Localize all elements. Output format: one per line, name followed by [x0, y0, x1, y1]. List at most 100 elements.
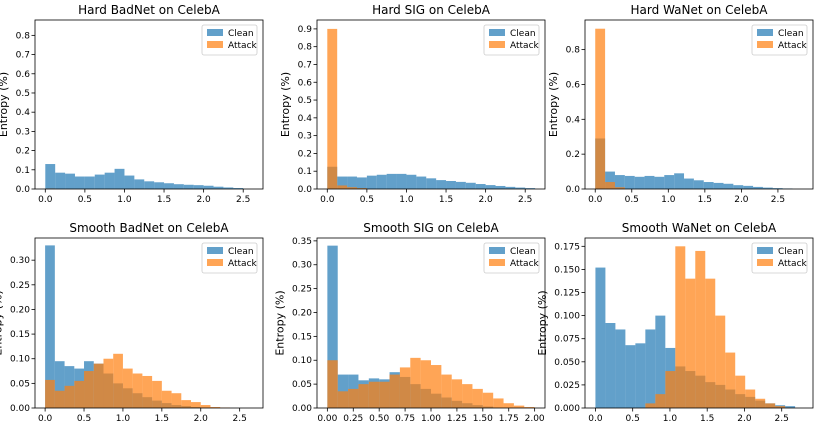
attack-bar: [715, 315, 726, 408]
clean-bar: [347, 176, 357, 189]
y-tick-label: 0.8: [298, 43, 313, 53]
y-tick-label: 0.3: [298, 132, 312, 142]
attack-bar: [493, 398, 504, 408]
attack-bar: [103, 358, 114, 408]
attack-bar: [161, 390, 172, 408]
clean-bar: [213, 186, 224, 189]
y-tick-label: 0.3: [16, 127, 30, 137]
clean-bar: [223, 187, 234, 189]
attack-bar: [74, 380, 85, 408]
y-tick-label: 0.2: [16, 147, 30, 157]
y-tick-label: 0.150: [554, 265, 580, 275]
clean-bar: [614, 175, 625, 189]
clean-bar: [183, 184, 194, 189]
attack-bar: [327, 28, 338, 189]
clean-bar: [366, 175, 377, 189]
legend-swatch-attack: [489, 259, 505, 266]
legend-swatch-attack: [757, 41, 773, 48]
attack-series: [645, 246, 786, 408]
clean-bar: [173, 184, 184, 189]
attack-bar: [132, 373, 143, 408]
clean-bar: [644, 175, 655, 189]
legend-swatch-attack: [757, 259, 773, 266]
clean-bar: [114, 168, 125, 189]
attack-series: [595, 28, 625, 190]
clean-bar: [94, 174, 105, 189]
attack-series: [45, 353, 230, 408]
attack-bar: [389, 374, 400, 408]
x-tick-label: 2.5: [232, 414, 246, 424]
x-tick-label: 0.0: [588, 414, 603, 424]
clean-bar: [134, 179, 145, 189]
attack-bar: [337, 391, 349, 408]
clean-bar: [84, 176, 95, 189]
attack-bar: [695, 250, 706, 408]
attack-bar: [181, 400, 192, 408]
clean-bar: [625, 345, 636, 408]
x-tick-label: 1.5: [700, 414, 714, 424]
x-tick-label: 0.0: [320, 195, 335, 205]
attack-bar: [765, 403, 776, 408]
attack-bar: [200, 405, 211, 408]
clean-bar: [193, 185, 204, 189]
y-tick-label: 0.35: [292, 237, 312, 247]
legend-label-clean: Clean: [228, 247, 254, 257]
y-tick-label: 0.125: [554, 289, 580, 299]
y-tick-label: 0.0: [566, 185, 581, 195]
clean-bar: [337, 176, 348, 189]
clean-bar: [203, 185, 214, 189]
x-tick-label: 2.0: [734, 195, 749, 205]
y-tick-label: 0.20: [292, 308, 312, 318]
x-tick-label: 1.75: [499, 414, 519, 424]
clean-bar: [624, 175, 635, 189]
legend-swatch-attack: [207, 41, 223, 48]
attack-bar: [645, 403, 656, 408]
chart-title: Hard WaNet on CelebA: [631, 3, 769, 17]
clean-bar: [124, 175, 135, 189]
axes-frame: [584, 19, 814, 190]
y-tick-label: 0.2: [298, 149, 312, 159]
y-axis-label: Entropy (%): [536, 290, 549, 355]
clean-bar: [327, 245, 338, 408]
clean-bar: [515, 187, 526, 189]
attack-bar: [665, 371, 676, 408]
attack-bar: [595, 28, 606, 190]
legend-swatch-clean: [489, 247, 505, 254]
x-tick-label: 0.25: [343, 414, 363, 424]
y-axis-label: Entropy (%): [279, 72, 292, 137]
charts: Hard BadNet on CelebA 0.0 0.5 1.0 1.5 2.0 2.5 0…: [0, 3, 814, 424]
clean-bar: [733, 185, 744, 189]
legend-label-clean: Clean: [778, 29, 804, 39]
attack-bar: [171, 393, 182, 408]
attack-bar: [368, 381, 380, 408]
attack-bar: [605, 182, 615, 189]
legend: Clean Attack: [201, 242, 258, 274]
clean-bar: [605, 323, 616, 408]
attack-bar: [775, 406, 786, 408]
x-tick-label: 0.5: [360, 195, 374, 205]
chart-panel: Hard BadNet on CelebA 0.0 0.5 1.0 1.5 2.0 2.5 0…: [0, 3, 264, 205]
chart-title: Smooth WaNet on CelebA: [622, 221, 777, 235]
x-tick-label: 1.50: [473, 414, 493, 424]
x-tick-label: 0.00: [317, 414, 337, 424]
chart-panel: Hard SIG on CelebA 0.0 0.5 1.0 1.5 2.0 2.5 0.0 0…: [279, 3, 546, 205]
x-tick-label: 0.5: [626, 414, 640, 424]
legend: Clean Attack: [483, 24, 540, 56]
clean-bar: [785, 406, 796, 408]
y-tick-label: 0.00: [292, 404, 312, 414]
clean-bar: [684, 178, 694, 189]
clean-bar: [144, 181, 155, 189]
attack-bar: [705, 278, 716, 408]
legend-swatch-clean: [757, 29, 773, 36]
y-tick-label: 0.6: [566, 80, 581, 90]
y-tick-label: 0.4: [566, 115, 581, 125]
attack-bar: [152, 380, 162, 408]
y-tick-label: 0.175: [554, 242, 580, 252]
clean-bar: [635, 343, 646, 408]
axes-frame: [34, 19, 264, 190]
attack-bar: [655, 394, 666, 408]
attack-bar: [191, 402, 201, 408]
legend: Clean Attack: [201, 24, 258, 56]
y-tick-label: 0.15: [292, 332, 312, 342]
y-tick-label: 0.8: [16, 31, 31, 41]
